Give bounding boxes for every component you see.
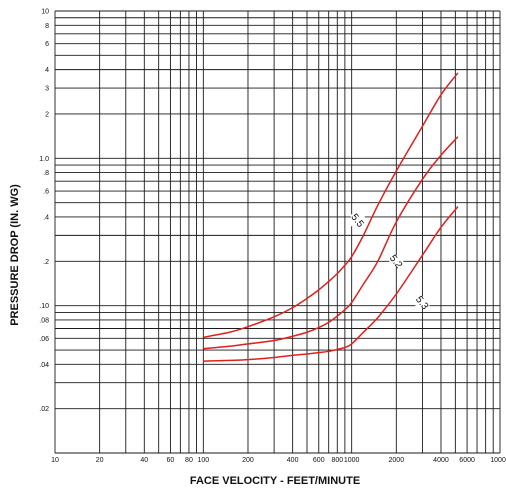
curves bbox=[203, 72, 459, 362]
x-tick-label: 20 bbox=[96, 457, 104, 464]
curve-5-3 bbox=[203, 206, 459, 362]
y-tick-label: .08 bbox=[39, 317, 49, 324]
curve-label-background bbox=[350, 214, 365, 227]
curve-label-background bbox=[389, 255, 404, 268]
x-tick-label: 80 bbox=[185, 457, 193, 464]
y-tick-label: .02 bbox=[39, 406, 49, 413]
y-tick-label: 10 bbox=[41, 9, 49, 16]
y-tick-label: 4 bbox=[45, 67, 49, 74]
curve-labels: 5.55.25.3 bbox=[348, 212, 430, 312]
x-tick-label: 60 bbox=[167, 457, 175, 464]
y-tick-label: 1.0 bbox=[39, 156, 49, 163]
y-tick-label: .2 bbox=[43, 259, 49, 266]
curve-label-background bbox=[415, 296, 430, 309]
y-tick-label: 8 bbox=[45, 23, 49, 30]
y-tick-label: .6 bbox=[43, 189, 49, 196]
grid bbox=[54, 10, 501, 454]
x-tick-labels: 10 20 40 60 80 100 200 400 600 800 1000 2000 4000 600… bbox=[51, 457, 506, 464]
x-tick-label: 2000 bbox=[389, 457, 405, 464]
x-tick-label: 400 bbox=[287, 457, 299, 464]
y-tick-label: .06 bbox=[39, 336, 49, 343]
y-tick-label: 3 bbox=[45, 86, 49, 93]
x-tick-label: 10000 bbox=[490, 457, 506, 464]
y-tick-label: .04 bbox=[39, 362, 49, 369]
x-tick-label: 800 bbox=[331, 457, 343, 464]
x-tick-label: 10 bbox=[51, 457, 59, 464]
y-tick-labels: 10 8 6 4 3 2 1.0 .8 .6 .4 .2 .10 .08 .06 .04 .02 bbox=[39, 9, 49, 414]
x-tick-label: 4000 bbox=[433, 457, 449, 464]
x-tick-label: 6000 bbox=[459, 457, 475, 464]
y-tick-label: .8 bbox=[43, 170, 49, 177]
x-tick-label: 1000 bbox=[344, 457, 360, 464]
curve-5-5 bbox=[203, 72, 459, 339]
x-tick-label: 200 bbox=[242, 457, 254, 464]
x-axis-title: FACE VELOCITY - FEET/MINUTE bbox=[190, 475, 360, 487]
y-axis-title: PRESSURE DROP (IN. WG) bbox=[9, 184, 21, 326]
x-tick-label: 600 bbox=[313, 457, 325, 464]
curve-5-2 bbox=[203, 136, 459, 350]
x-tick-label: 100 bbox=[197, 457, 209, 464]
x-tick-label: 40 bbox=[140, 457, 148, 464]
y-tick-label: .4 bbox=[43, 214, 49, 221]
y-tick-label: 2 bbox=[45, 111, 49, 118]
y-tick-label: 6 bbox=[45, 41, 49, 48]
y-tick-label: .10 bbox=[39, 303, 49, 310]
